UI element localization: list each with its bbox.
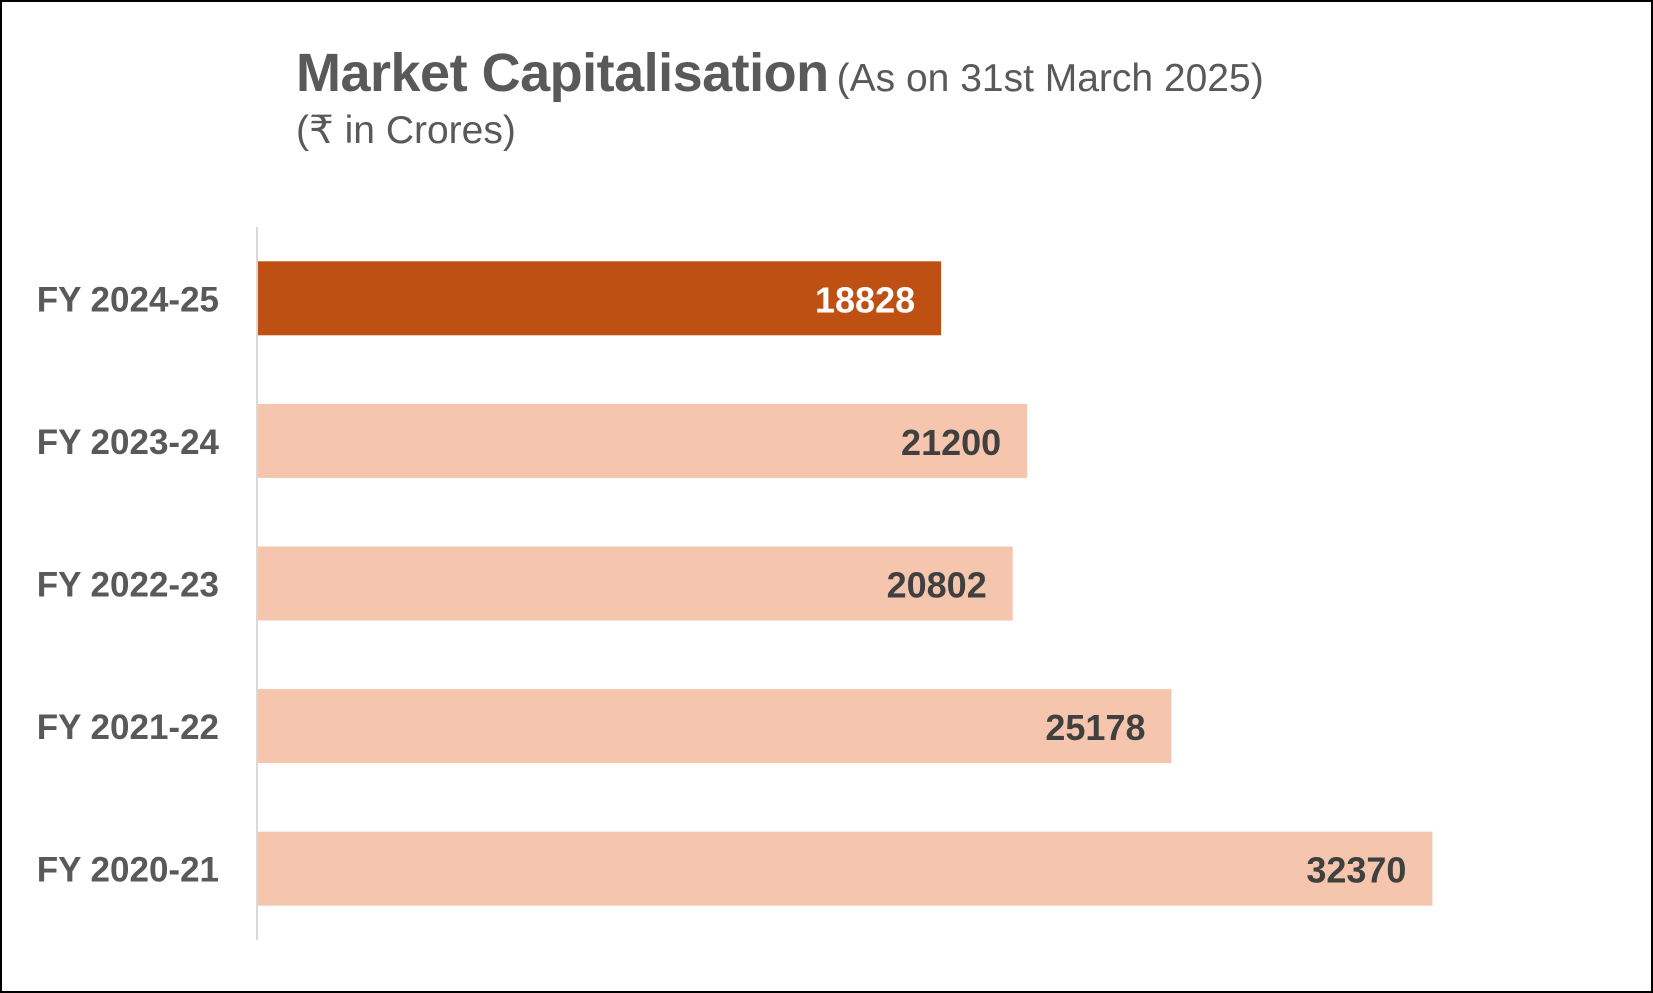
data-label: 20802 (887, 565, 987, 606)
chart-title: Market Capitalisation (296, 43, 829, 103)
bar-fy-2024-25 (258, 261, 942, 336)
bar-fy-2020-21 (258, 831, 1433, 906)
data-label: 32370 (1306, 850, 1406, 891)
bar-fy-2021-22 (258, 689, 1172, 764)
category-label: FY 2023-24 (37, 423, 220, 462)
chart-title-note: (As on 31st March 2025) (836, 57, 1264, 100)
category-label: FY 2022-23 (37, 566, 219, 605)
category-label: FY 2020-21 (37, 851, 219, 890)
chart-title-block: Market Capitalisation (As on 31st March 2… (296, 42, 1264, 153)
data-label: 25178 (1045, 707, 1145, 748)
category-label: FY 2021-22 (37, 708, 219, 747)
chart-subtitle: (₹ in Crores) (296, 109, 516, 152)
bar-fy-2023-24 (258, 403, 1028, 478)
bar-fy-2022-23 (258, 546, 1013, 621)
data-label: 18828 (815, 279, 915, 320)
category-label: FY 2024-25 (37, 280, 219, 319)
data-label: 21200 (901, 422, 1001, 463)
